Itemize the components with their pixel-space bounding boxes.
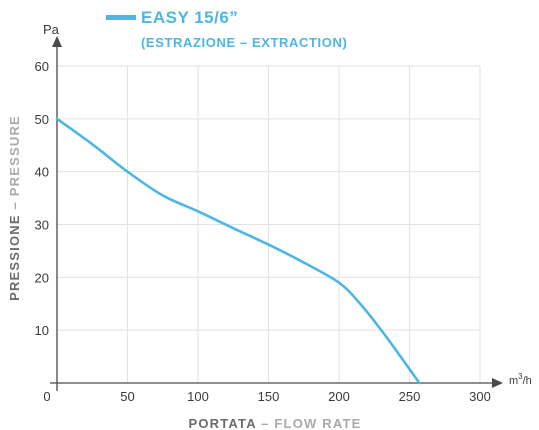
x-axis-title-secondary: FLOW RATE <box>274 416 361 430</box>
grid-lines <box>57 65 481 383</box>
y-tick-label-60: 60 <box>35 59 49 74</box>
series-line-0 <box>55 117 421 385</box>
y-axis-title-primary: PRESSIONE <box>7 214 22 301</box>
y-tick-label-10: 10 <box>35 323 49 338</box>
x-axis-title-primary: PORTATA <box>188 416 256 430</box>
x-unit-tail: /h <box>523 375 532 387</box>
y-unit-label: Pa <box>43 22 60 37</box>
y-axis-title-separator: – <box>7 196 22 214</box>
y-tick-label-30: 30 <box>35 218 49 233</box>
x-tick-label-50: 50 <box>120 389 134 404</box>
x-tick-label-200: 200 <box>328 389 350 404</box>
legend: EASY 15/6” (ESTRAZIONE – EXTRACTION) <box>106 8 347 50</box>
y-axis-title-secondary: PRESSURE <box>7 115 22 196</box>
legend-note: (ESTRAZIONE – EXTRACTION) <box>141 35 347 50</box>
x-unit-label: m3/h <box>509 372 532 387</box>
x-tick-label-250: 250 <box>399 389 421 404</box>
x-axis-title-separator: – <box>256 416 274 430</box>
x-axis-title: PORTATA – FLOW RATE <box>188 416 361 430</box>
legend-swatch <box>106 15 136 20</box>
series-layer <box>55 117 421 385</box>
x-axis-arrow <box>492 378 503 388</box>
x-tick-label-300: 300 <box>469 389 491 404</box>
legend-series-name: EASY 15/6” <box>141 8 238 27</box>
x-tick-label-0: 0 <box>43 389 50 404</box>
x-tick-label-150: 150 <box>258 389 280 404</box>
y-axis-title: PRESSIONE – PRESSURE <box>7 115 22 301</box>
y-axis-arrow <box>52 36 62 47</box>
tick-labels: 0 50 100 150 200 250 300 10 20 30 40 50 60 <box>35 59 491 404</box>
x-unit-superscript: 3 <box>518 372 523 381</box>
y-tick-label-20: 20 <box>35 270 49 285</box>
x-tick-label-100: 100 <box>187 389 209 404</box>
y-tick-label-50: 50 <box>35 112 49 127</box>
x-unit-base: m <box>509 375 518 387</box>
y-tick-label-40: 40 <box>35 165 49 180</box>
axes <box>50 36 503 391</box>
